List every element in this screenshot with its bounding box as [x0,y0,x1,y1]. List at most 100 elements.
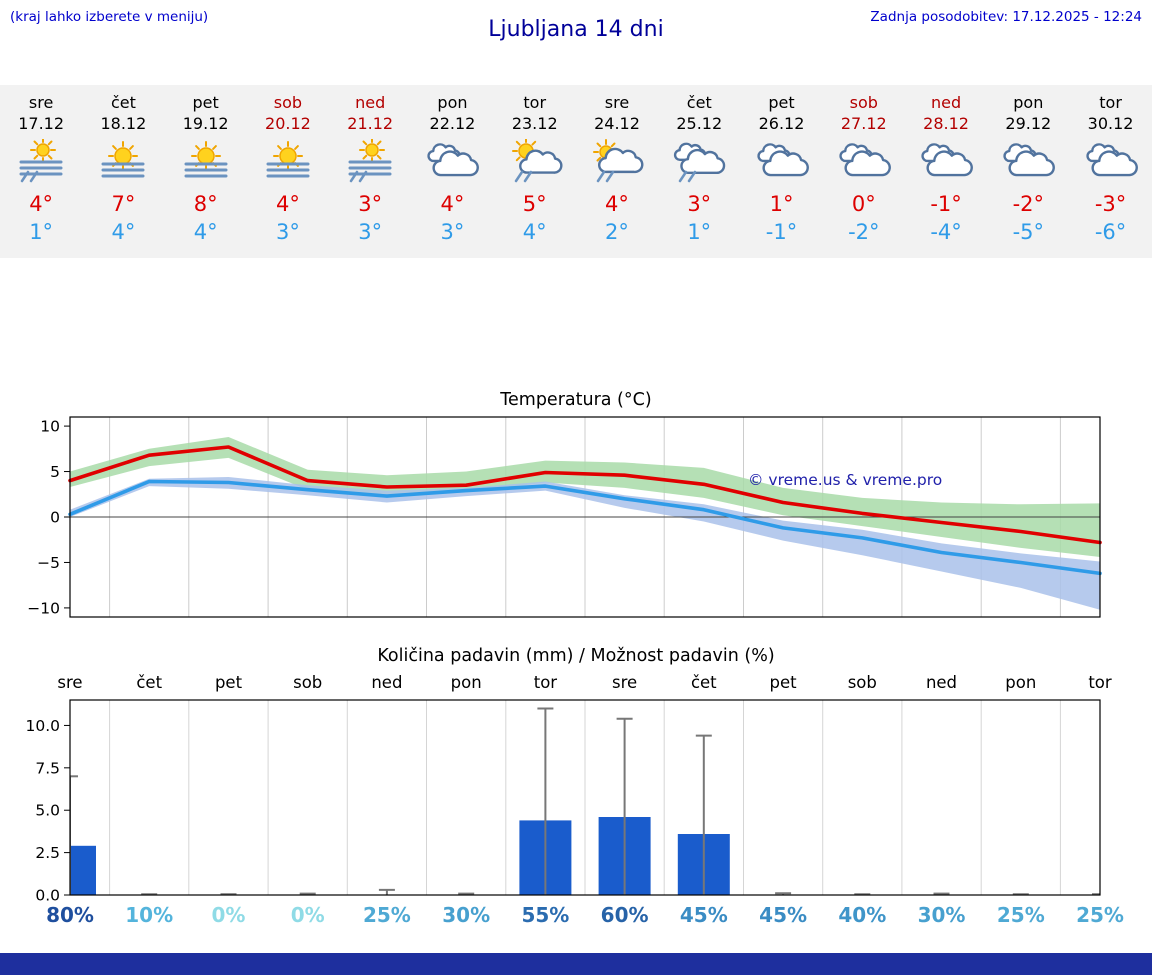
weather-icon-wrap [658,139,740,187]
weather-icon-cloudy [1085,143,1138,177]
temp-min: 3° [358,220,383,244]
precip-probability: 30% [917,903,966,927]
temp-max: 3° [358,192,383,216]
weather-icon-wrap [905,139,987,187]
weather-icon-wrap [247,139,329,187]
watermark: © vreme.us & vreme.pro [748,471,942,489]
temp-min: 4° [111,220,136,244]
svg-text:10: 10 [40,418,60,436]
precip-day-label: pet [770,673,798,692]
day-forecast[interactable]: sob 20.12 4° 3° [247,85,329,258]
day-date: 27.12 [840,114,887,133]
precipitation-chart: sre čet pet sob ned pon tor sre čet pet sob ned pon t… [25,673,1112,905]
page-title: Ljubljana 14 dni [488,17,664,42]
day-forecast[interactable]: pet 26.12 1° -1° [740,85,822,258]
weather-icon-wrap [411,139,493,187]
precip-day-label: tor [534,673,558,692]
precip-probability: 55% [521,903,570,927]
day-date: 21.12 [347,114,394,133]
band-max-range [70,437,1100,557]
day-forecast[interactable]: pon 29.12 -2° -5° [987,85,1069,258]
last-update: Zadnja posodobitev: 17.12.2025 - 12:24 [870,9,1142,25]
weather-icon-cloud-sun-fog [592,139,644,183]
day-name: čet [686,93,712,112]
precip-probability: 25% [362,903,411,927]
day-forecast[interactable]: pet 19.12 8° 4° [165,85,247,258]
weather-icon-wrap [165,139,247,187]
precip-day-label: ned [926,673,957,692]
weather-icon-wrap [740,139,822,187]
temp-min: 1° [29,220,54,244]
weather-icon-wrap [987,139,1069,187]
weather-icon-fog-sun [19,137,63,183]
day-forecast[interactable]: tor 23.12 5° 4° [494,85,576,258]
precip-probability: 0% [290,903,325,927]
temp-max: -3° [1094,192,1127,216]
svg-text:0.0: 0.0 [35,887,60,905]
temp-max: -2° [1012,192,1045,216]
day-name: čet [110,93,136,112]
day-date: 22.12 [429,114,476,133]
temp-min: 3° [440,220,465,244]
day-forecast[interactable]: tor 30.12 -3° -6° [1069,85,1151,258]
day-date: 18.12 [100,114,147,133]
temp-min: -6° [1094,220,1127,244]
day-forecast[interactable]: ned 28.12 -1° -4° [905,85,987,258]
day-forecast[interactable]: čet 25.12 3° 1° [658,85,740,258]
day-forecast[interactable]: pon 22.12 4° 3° [411,85,493,258]
temp-max: 4° [440,192,465,216]
weather-icon-cloudy [839,143,891,177]
precip-probability: 25% [996,903,1045,927]
day-forecast[interactable]: ned 21.12 3° 3° [329,85,411,258]
day-name: pon [1013,93,1044,112]
temp-max: 4° [275,192,300,216]
day-date: 23.12 [511,114,558,133]
weather-icon-wrap [576,139,658,187]
svg-text:5: 5 [50,463,60,481]
day-name: sre [28,93,54,112]
weather-icon-wrap [82,139,164,187]
forecast-strip: sre 17.12 4° 1° čet 18.12 7° 4° pet 19.12 8° 4° sob 2… [0,85,1152,258]
day-forecast[interactable]: čet 18.12 7° 4° [82,85,164,258]
weather-icon-cloudy [921,143,973,177]
weather-icon-cloudy [427,143,480,177]
precip-probability: 80% [46,903,94,927]
svg-text:2.5: 2.5 [35,844,60,862]
day-date: 29.12 [1005,114,1052,133]
day-name: sre [604,93,630,112]
precip-day-label: tor [1088,673,1112,692]
day-name: pet [768,93,795,112]
line-min-temperature [68,479,1102,576]
precip-probability: 0% [211,903,246,927]
day-forecast[interactable]: sob 27.12 0° -2° [823,85,905,258]
day-name: tor [523,93,547,112]
temp-max: 4° [29,192,54,216]
svg-text:−5: −5 [37,554,60,572]
precip-day-label: sre [57,673,82,692]
day-name: pet [192,93,219,112]
weather-icon-cloudy [756,143,809,177]
day-forecast[interactable]: sre 24.12 4° 2° [576,85,658,258]
temp-max: -1° [930,192,962,216]
svg-text:7.5: 7.5 [35,759,60,777]
day-name: pon [437,93,468,112]
precip-day-label: pet [215,673,243,692]
svg-text:0: 0 [50,509,60,527]
day-date: 25.12 [676,114,723,133]
weather-icon-cloud-fog [674,142,726,183]
day-forecast[interactable]: sre 17.12 4° 1° [0,85,82,258]
precip-day-label: sob [293,673,322,692]
day-date: 17.12 [18,114,65,133]
precip-probability: 30% [442,903,491,927]
day-name: sob [273,93,303,112]
precip-probability: 60% [600,903,649,927]
day-date: 20.12 [265,114,311,133]
svg-text:10.0: 10.0 [25,717,60,735]
temp-min: 2° [605,220,629,244]
precip-day-label: sob [848,673,877,692]
precip-day-label: pon [451,673,482,692]
precip-probability: 25% [1076,903,1124,927]
temp-min: 4° [522,220,547,244]
weather-icon-cloudy [1003,143,1056,177]
precip-probability: 45% [679,903,728,927]
